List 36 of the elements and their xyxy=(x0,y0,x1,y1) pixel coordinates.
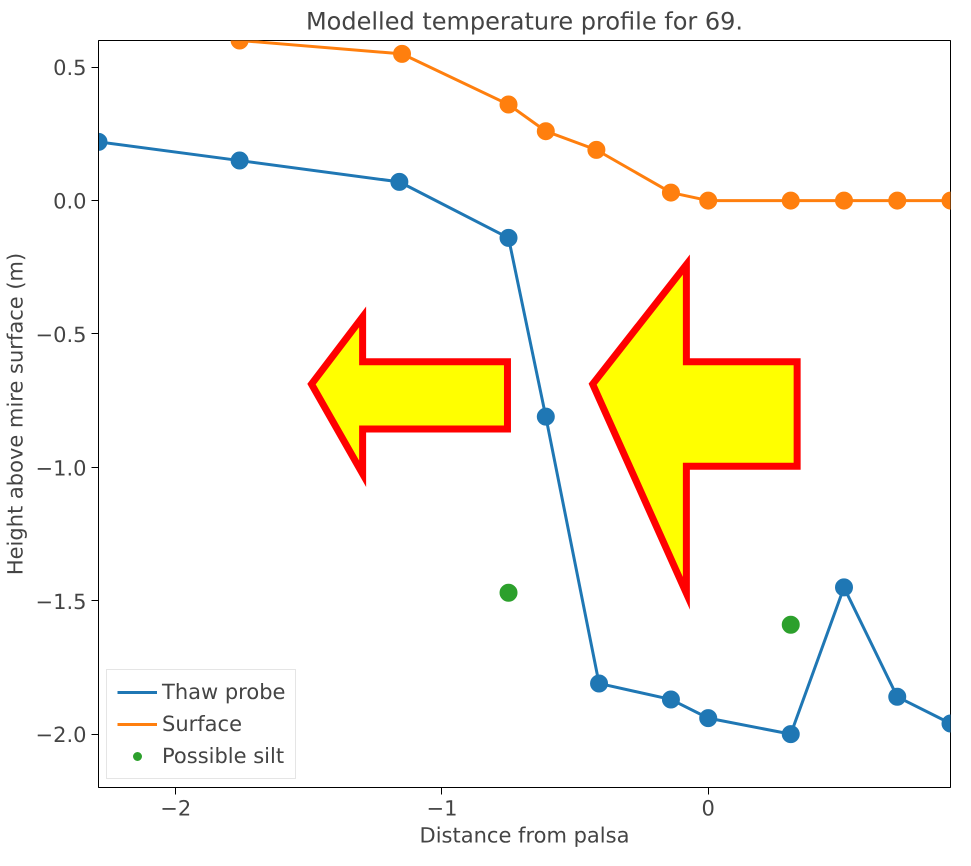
point xyxy=(888,192,906,210)
chart-title: Modelled temperature profile for 69. xyxy=(306,8,744,36)
point xyxy=(590,674,608,692)
point xyxy=(500,96,518,114)
point xyxy=(699,709,718,728)
point xyxy=(662,184,680,202)
point xyxy=(835,578,853,596)
point xyxy=(662,690,680,708)
x-tick-label: −1 xyxy=(426,796,458,820)
point xyxy=(888,688,906,706)
point xyxy=(782,616,800,634)
y-tick-label: −0.5 xyxy=(36,322,87,347)
legend-label: Thaw probe xyxy=(162,680,286,704)
point xyxy=(699,192,718,210)
y-tick-label: 0.5 xyxy=(53,56,87,80)
point xyxy=(536,122,555,140)
x-tick-label: −2 xyxy=(160,796,192,820)
point xyxy=(782,725,800,744)
point xyxy=(536,408,555,426)
point xyxy=(587,140,606,159)
y-axis-title: Height above mire surface (m) xyxy=(4,252,28,576)
x-axis-title: Distance from palsa xyxy=(420,824,630,848)
x-tick-label: 0 xyxy=(702,796,715,820)
y-tick-label: −1.0 xyxy=(36,456,87,480)
legend-label: Possible silt xyxy=(162,744,284,768)
point xyxy=(500,228,518,247)
point xyxy=(500,584,518,602)
point xyxy=(230,152,249,170)
y-tick-label: −2.0 xyxy=(36,723,87,748)
point xyxy=(835,192,853,210)
y-tick-label: 0.0 xyxy=(53,190,87,214)
point xyxy=(782,192,800,210)
y-tick-label: −1.5 xyxy=(36,590,87,614)
point xyxy=(393,44,412,63)
legend-label: Surface xyxy=(162,712,242,736)
point xyxy=(390,172,408,191)
